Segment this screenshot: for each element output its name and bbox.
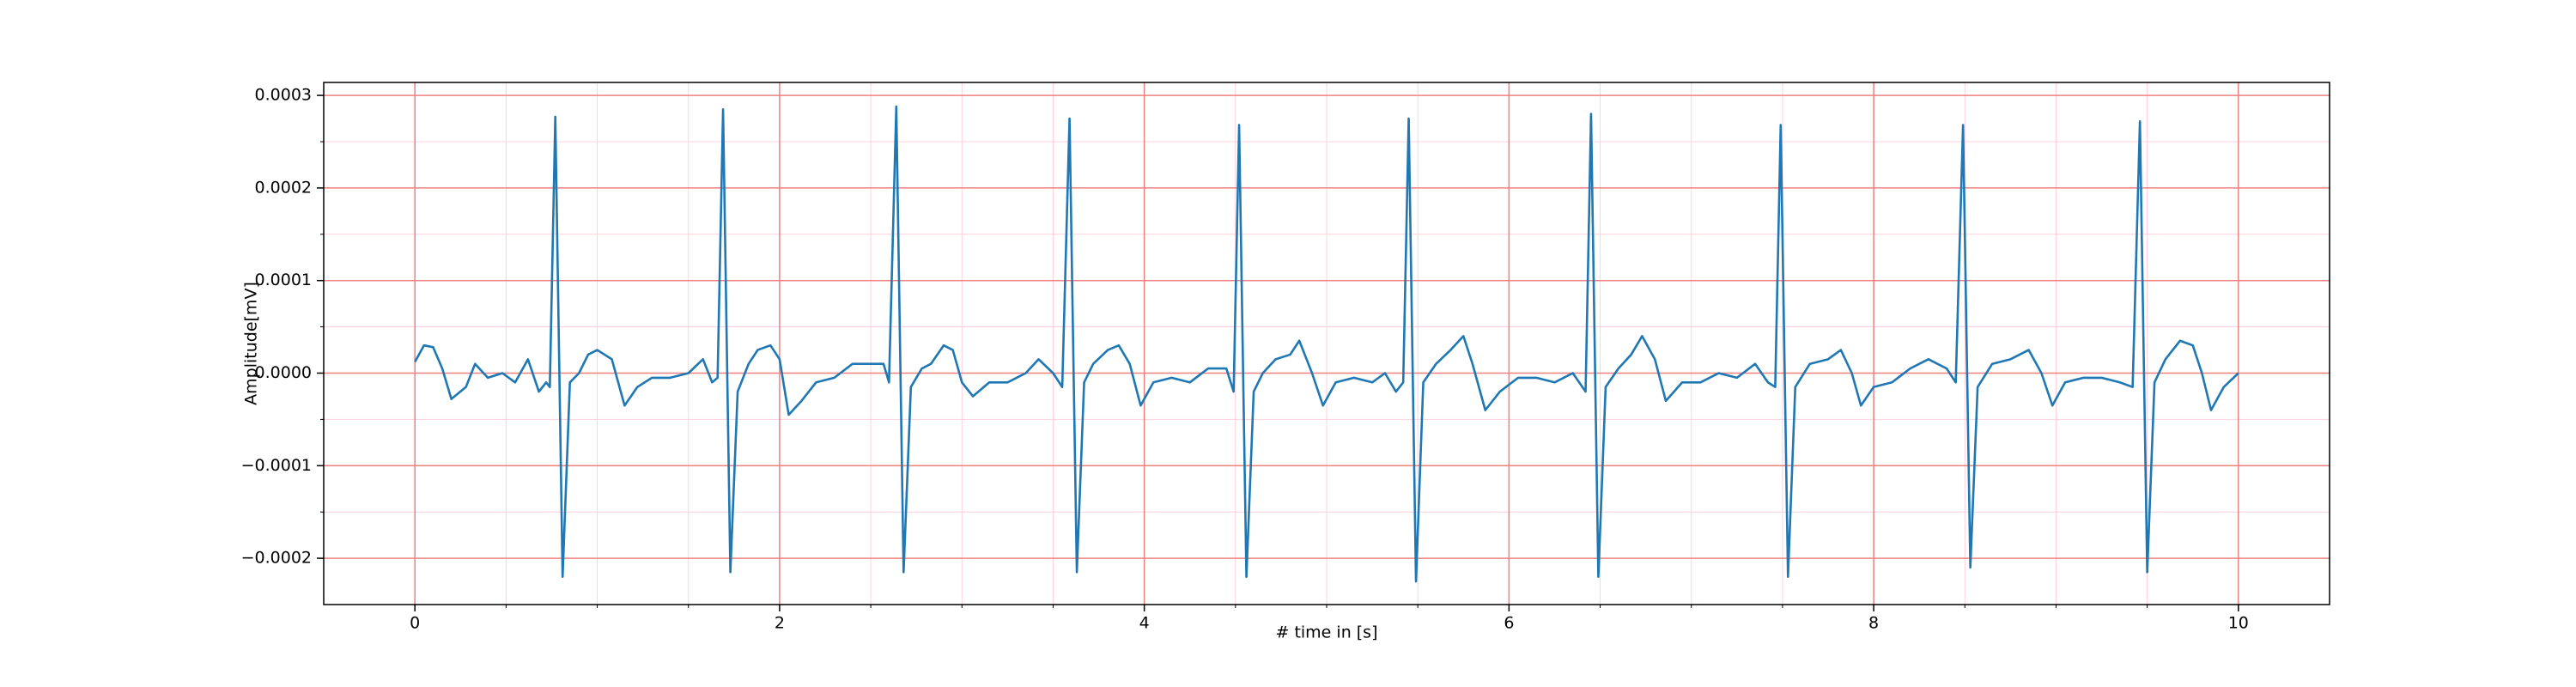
y-tick-label: 0.0001 <box>255 271 312 289</box>
y-tick-label: 0.0003 <box>255 86 312 105</box>
x-axis-label: # time in [s] <box>1275 623 1377 642</box>
y-axis-label: Amplitude[mV] <box>242 282 261 405</box>
plot-frame <box>323 82 2330 605</box>
x-tick-label: 4 <box>1139 614 1150 633</box>
signal-line <box>414 105 2239 583</box>
y-tick-label: −0.0001 <box>241 456 312 475</box>
x-tick-label: 2 <box>775 614 785 633</box>
x-tick-label: 0 <box>410 614 420 633</box>
x-tick-label: 10 <box>2228 614 2249 633</box>
y-tick-label: 0.0002 <box>255 178 312 197</box>
y-tick-label: 0.0000 <box>255 363 312 382</box>
x-tick-label: 6 <box>1504 614 1514 633</box>
x-tick-label: 8 <box>1868 614 1879 633</box>
y-tick-label: −0.0002 <box>241 549 312 568</box>
